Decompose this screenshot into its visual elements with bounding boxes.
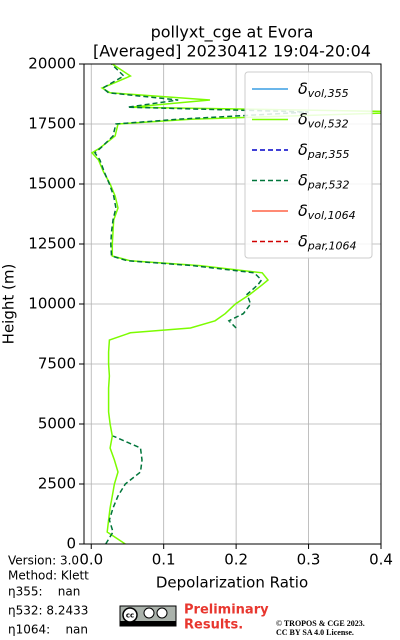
y-axis-label: Height (m) bbox=[0, 264, 18, 345]
cc-badge: cc bbox=[119, 605, 177, 627]
x-tick-label: 0.4 bbox=[369, 551, 393, 569]
y-tick-label: 20000 bbox=[28, 55, 76, 73]
x-tick-label: 0.1 bbox=[152, 551, 176, 569]
x-tick-label: 0.2 bbox=[224, 551, 248, 569]
info-text: Version: 3.0 bbox=[8, 554, 79, 568]
y-tick-label: 12500 bbox=[28, 235, 76, 253]
copyright-text: © TROPOS & CGE 2023. bbox=[276, 619, 365, 628]
series-line bbox=[93, 64, 309, 544]
y-tick-label: 0 bbox=[66, 535, 76, 553]
y-tick-label: 10000 bbox=[28, 295, 76, 313]
y-tick-label: 5000 bbox=[38, 415, 76, 433]
chart-subtitle: [Averaged] 20230412 19:04-20:04 bbox=[93, 42, 371, 61]
legend-label: δvol,355 bbox=[298, 79, 349, 101]
legend-label: δvol,1064 bbox=[298, 201, 356, 223]
info-text: Method: Klett bbox=[8, 569, 89, 583]
copyright-text: CC BY SA 4.0 License. bbox=[276, 628, 354, 637]
x-axis-label: Depolarization Ratio bbox=[156, 574, 308, 592]
legend-label: δvol,532 bbox=[298, 109, 349, 131]
legend-label: δpar,355 bbox=[298, 140, 350, 162]
legend-label: δpar,1064 bbox=[298, 231, 357, 253]
preliminary-text: Results. bbox=[184, 618, 243, 633]
x-tick-label: 0.0 bbox=[79, 551, 103, 569]
plot-lines bbox=[90, 64, 381, 544]
x-tick-label: 0.3 bbox=[297, 551, 321, 569]
preliminary-text: Preliminary bbox=[184, 603, 269, 618]
svg-text:cc: cc bbox=[126, 612, 134, 620]
y-tick-label: 7500 bbox=[38, 355, 76, 373]
y-tick-label: 17500 bbox=[28, 115, 76, 133]
y-tick-label: 2500 bbox=[38, 475, 76, 493]
legend-label: δpar,532 bbox=[298, 170, 350, 192]
info-text: η532: 8.2433 bbox=[8, 604, 88, 618]
info-text: η355: nan bbox=[8, 585, 80, 599]
chart-title: pollyxt_cge at Evora bbox=[151, 23, 314, 43]
plot-frame bbox=[83, 63, 382, 545]
y-tick-label: 15000 bbox=[28, 175, 76, 193]
info-text: η1064: nan bbox=[8, 623, 88, 637]
series-line bbox=[90, 64, 381, 544]
